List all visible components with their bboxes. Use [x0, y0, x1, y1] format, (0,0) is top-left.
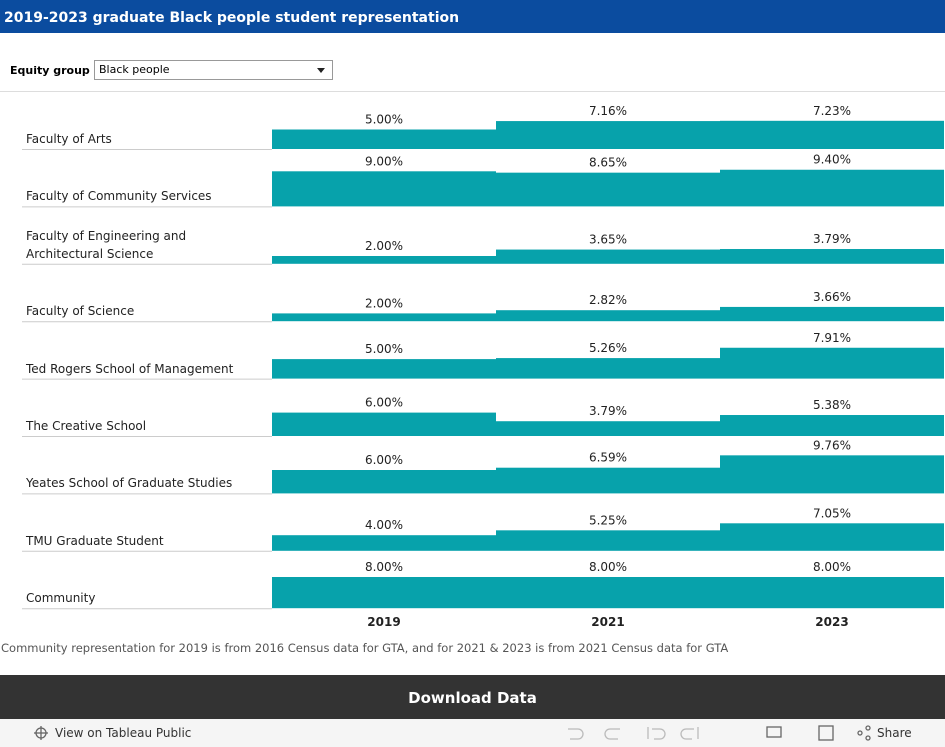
value-label: 7.16% [589, 104, 627, 118]
filter-label: Equity group [10, 64, 90, 77]
bar [272, 577, 496, 609]
row-label: Faculty of Arts [26, 132, 112, 146]
bar [720, 415, 944, 436]
column-header: 2019 [367, 615, 400, 629]
bar [272, 470, 496, 494]
title: 2019-2023 graduate Black people student … [0, 0, 945, 33]
value-label: 7.91% [813, 331, 851, 345]
bar [272, 256, 496, 264]
value-label: 2.00% [365, 239, 403, 253]
value-label: 3.79% [589, 404, 627, 418]
value-label: 6.00% [365, 453, 403, 467]
value-label: 3.65% [589, 233, 627, 247]
footnote: Community representation for 2019 is fro… [1, 641, 729, 655]
bar [496, 121, 720, 149]
chart: 5.00% 7.16% 7.23% 9.00% 8.65% 9.40% 2.00% 3.65%… [0, 91, 945, 629]
value-label: 5.25% [589, 513, 627, 527]
bar [272, 359, 496, 379]
bar [272, 313, 496, 322]
value-label: 3.66% [813, 290, 851, 304]
bar [720, 169, 944, 207]
value-label: 8.65% [589, 156, 627, 170]
bar [496, 172, 720, 207]
bar [496, 577, 720, 609]
toolbar-icons [34, 725, 871, 741]
value-label: 8.00% [365, 560, 403, 574]
bar [496, 310, 720, 322]
value-label: 8.00% [589, 560, 627, 574]
value-label: 9.76% [813, 438, 851, 452]
download-button[interactable]: Download Data [0, 675, 945, 719]
value-label: 7.23% [813, 104, 851, 118]
share-button[interactable]: Share [877, 726, 912, 740]
row-label: Yeates School of Graduate Studies [26, 476, 233, 491]
bar [272, 412, 496, 436]
value-label: 5.00% [365, 113, 403, 127]
bar [720, 455, 944, 494]
column-header: 2021 [591, 615, 624, 629]
value-label: 5.00% [365, 342, 403, 356]
filter-dropdown[interactable]: Black people [94, 60, 333, 80]
bar [720, 523, 944, 551]
bar [720, 120, 944, 149]
bar [272, 129, 496, 149]
row-label: Faculty of Engineering and Architectural… [26, 228, 187, 261]
row-label: Faculty of Science [26, 304, 135, 319]
bar [496, 358, 720, 379]
value-label: 6.59% [589, 451, 627, 465]
row-label: Community [26, 591, 96, 606]
bar [720, 306, 944, 322]
bar [272, 171, 496, 207]
bar [720, 577, 944, 609]
value-label: 2.00% [365, 296, 403, 310]
bar [496, 530, 720, 551]
value-label: 3.79% [813, 232, 851, 246]
row-label: Faculty of Community Services [26, 189, 212, 204]
row-label: Ted Rogers School of Management [26, 361, 234, 376]
row-label: TMU Graduate Student [26, 533, 164, 548]
value-label: 7.05% [813, 506, 851, 520]
value-label: 8.00% [813, 560, 851, 574]
value-label: 4.00% [365, 518, 403, 532]
value-label: 9.40% [813, 153, 851, 167]
bar [272, 535, 496, 551]
toolbar: View on Tableau Public Share [0, 719, 945, 747]
value-label: 5.26% [589, 341, 627, 355]
bar [720, 347, 944, 379]
value-label: 6.00% [365, 396, 403, 410]
bar [496, 421, 720, 436]
value-label: 2.82% [589, 293, 627, 307]
column-header: 2023 [815, 615, 848, 629]
row-label: The Creative School [26, 419, 147, 433]
value-label: 5.38% [813, 398, 851, 412]
bar [720, 249, 944, 264]
bar [496, 249, 720, 264]
bar [496, 467, 720, 494]
value-label: 9.00% [365, 154, 403, 168]
view-link[interactable]: View on Tableau Public [55, 726, 192, 740]
